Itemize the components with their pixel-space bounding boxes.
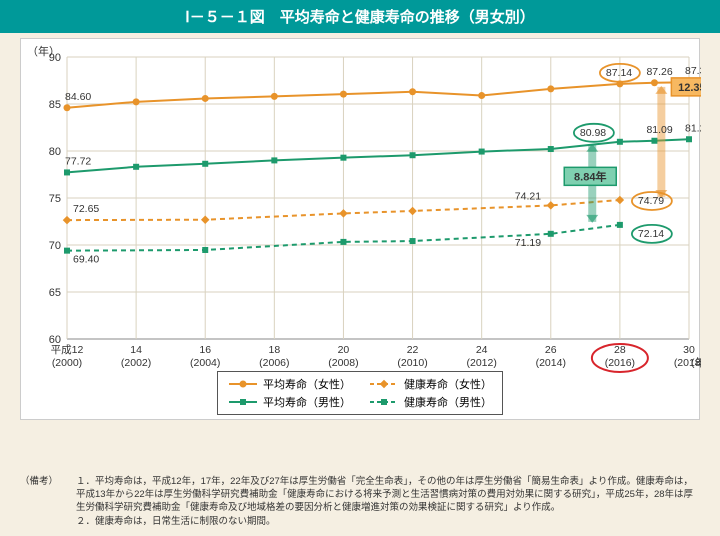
svg-text:(2008): (2008) [328, 357, 358, 369]
legend-item: 平均寿命（男性） [228, 394, 351, 410]
svg-text:24: 24 [476, 344, 488, 356]
svg-text:22: 22 [407, 344, 419, 356]
svg-text:65: 65 [49, 287, 61, 299]
svg-text:12.35年: 12.35年 [678, 80, 701, 94]
svg-text:87.32: 87.32 [685, 65, 701, 77]
legend-label: 平均寿命（女性） [263, 376, 351, 392]
svg-text:16: 16 [199, 344, 211, 356]
svg-text:80: 80 [49, 146, 61, 158]
svg-text:81.25: 81.25 [685, 122, 701, 134]
svg-text:18: 18 [268, 344, 280, 356]
note-2: ２．健康寿命は，日常生活に制限のない期間。 [76, 515, 276, 528]
svg-text:(2012): (2012) [466, 357, 496, 369]
svg-text:80.98: 80.98 [580, 127, 606, 139]
svg-text:(2004): (2004) [190, 357, 220, 369]
svg-text:74.79: 74.79 [638, 195, 664, 207]
note-1: １．平均寿命は，平成12年，17年，22年及び27年は厚生労働省「完全生命表」，… [76, 475, 700, 515]
legend-item: 健康寿命（女性） [369, 376, 492, 392]
svg-text:14: 14 [130, 344, 142, 356]
svg-text:(2014): (2014) [536, 357, 566, 369]
svg-text:20: 20 [338, 344, 350, 356]
y-axis-unit: （年） [27, 43, 60, 59]
svg-text:74.21: 74.21 [515, 190, 541, 202]
svg-text:70: 70 [49, 240, 61, 252]
svg-text:71.19: 71.19 [515, 237, 541, 249]
svg-text:84.60: 84.60 [65, 91, 91, 103]
legend-label: 健康寿命（男性） [404, 394, 492, 410]
svg-text:8.84年: 8.84年 [574, 169, 606, 183]
legend-label: 平均寿命（男性） [263, 394, 351, 410]
svg-text:28: 28 [614, 344, 626, 356]
svg-text:26: 26 [545, 344, 557, 356]
svg-text:30: 30 [683, 344, 695, 356]
svg-text:平成12: 平成12 [51, 344, 84, 356]
figure-title: Ⅰ－５－１図 平均寿命と健康寿命の推移（男女別） [0, 0, 720, 33]
chart-area: （年） 60657075808590平成12(2000)14(2002)16(2… [20, 38, 700, 420]
legend-item: 健康寿命（男性） [369, 394, 492, 410]
svg-text:77.72: 77.72 [65, 155, 91, 167]
svg-text:(2010): (2010) [397, 357, 427, 369]
svg-text:87.14: 87.14 [606, 67, 632, 79]
legend: 平均寿命（女性） 健康寿命（女性） 平均寿命（男性） 健康寿命（男性） [217, 371, 503, 415]
svg-text:(年): (年) [691, 356, 701, 369]
legend-item: 平均寿命（女性） [228, 376, 351, 392]
svg-text:69.40: 69.40 [73, 254, 99, 266]
svg-text:85: 85 [49, 99, 61, 111]
svg-text:(2006): (2006) [259, 357, 289, 369]
svg-text:75: 75 [49, 193, 61, 205]
notes-label: （備考） [20, 475, 76, 515]
legend-label: 健康寿命（女性） [404, 376, 492, 392]
svg-text:87.26: 87.26 [646, 66, 672, 78]
footnotes: （備考）１．平均寿命は，平成12年，17年，22年及び27年は厚生労働省「完全生… [20, 475, 700, 528]
svg-text:81.09: 81.09 [646, 124, 672, 136]
figure-container: Ⅰ－５－１図 平均寿命と健康寿命の推移（男女別） （年） 60657075808… [0, 0, 720, 536]
svg-text:(2002): (2002) [121, 357, 151, 369]
chart-svg: 60657075808590平成12(2000)14(2002)16(2004)… [21, 39, 701, 421]
svg-text:72.14: 72.14 [638, 228, 664, 240]
svg-text:(2000): (2000) [52, 357, 82, 369]
svg-text:(2016): (2016) [605, 357, 635, 369]
svg-text:72.65: 72.65 [73, 203, 99, 215]
